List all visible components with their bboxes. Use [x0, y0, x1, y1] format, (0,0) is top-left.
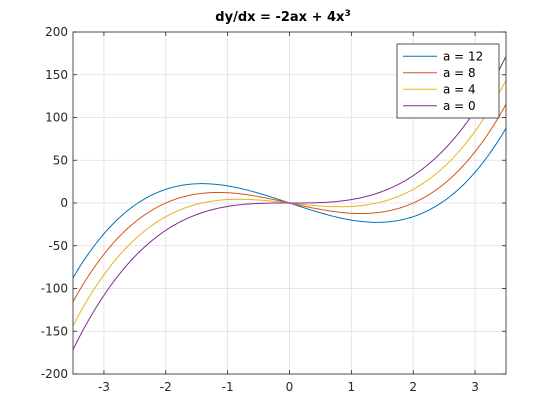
x-tick-label: -1 — [222, 380, 234, 394]
x-tick-label: 0 — [286, 380, 294, 394]
y-tick-label: 100 — [45, 111, 68, 125]
chart-title: dy/dx = -2ax + 4x3 — [215, 9, 350, 25]
x-tick-label: -3 — [98, 380, 110, 394]
chart-title-exponent: 3 — [344, 9, 350, 19]
y-tick-label: 150 — [45, 68, 68, 82]
legend: a = 12 a = 8 a = 4 a = 0 — [396, 43, 500, 119]
y-tick-label: -50 — [48, 239, 68, 253]
legend-label-0: a = 12 — [443, 49, 483, 63]
ticks-group: -3 -2 -1 0 1 2 3 -200 -150 -100 -50 0 50 100 150 200 — [41, 25, 506, 394]
x-tick-label: 2 — [409, 380, 417, 394]
chart-title-main: dy/dx = -2ax + 4x — [215, 10, 345, 25]
y-tick-label: -100 — [41, 282, 68, 296]
y-tick-label: 200 — [45, 25, 68, 39]
legend-label-3: a = 0 — [443, 99, 476, 113]
series-line-3 — [73, 56, 506, 350]
y-tick-label: -150 — [41, 324, 68, 338]
legend-label-1: a = 8 — [443, 66, 476, 80]
legend-label-2: a = 4 — [443, 82, 476, 96]
x-tick-label: -2 — [160, 380, 172, 394]
x-tick-label: 1 — [348, 380, 356, 394]
x-tick-label: 3 — [471, 380, 479, 394]
series-group — [73, 56, 506, 350]
y-tick-label: 50 — [53, 153, 68, 167]
y-tick-label: 0 — [60, 196, 68, 210]
y-tick-label: -200 — [41, 367, 68, 381]
